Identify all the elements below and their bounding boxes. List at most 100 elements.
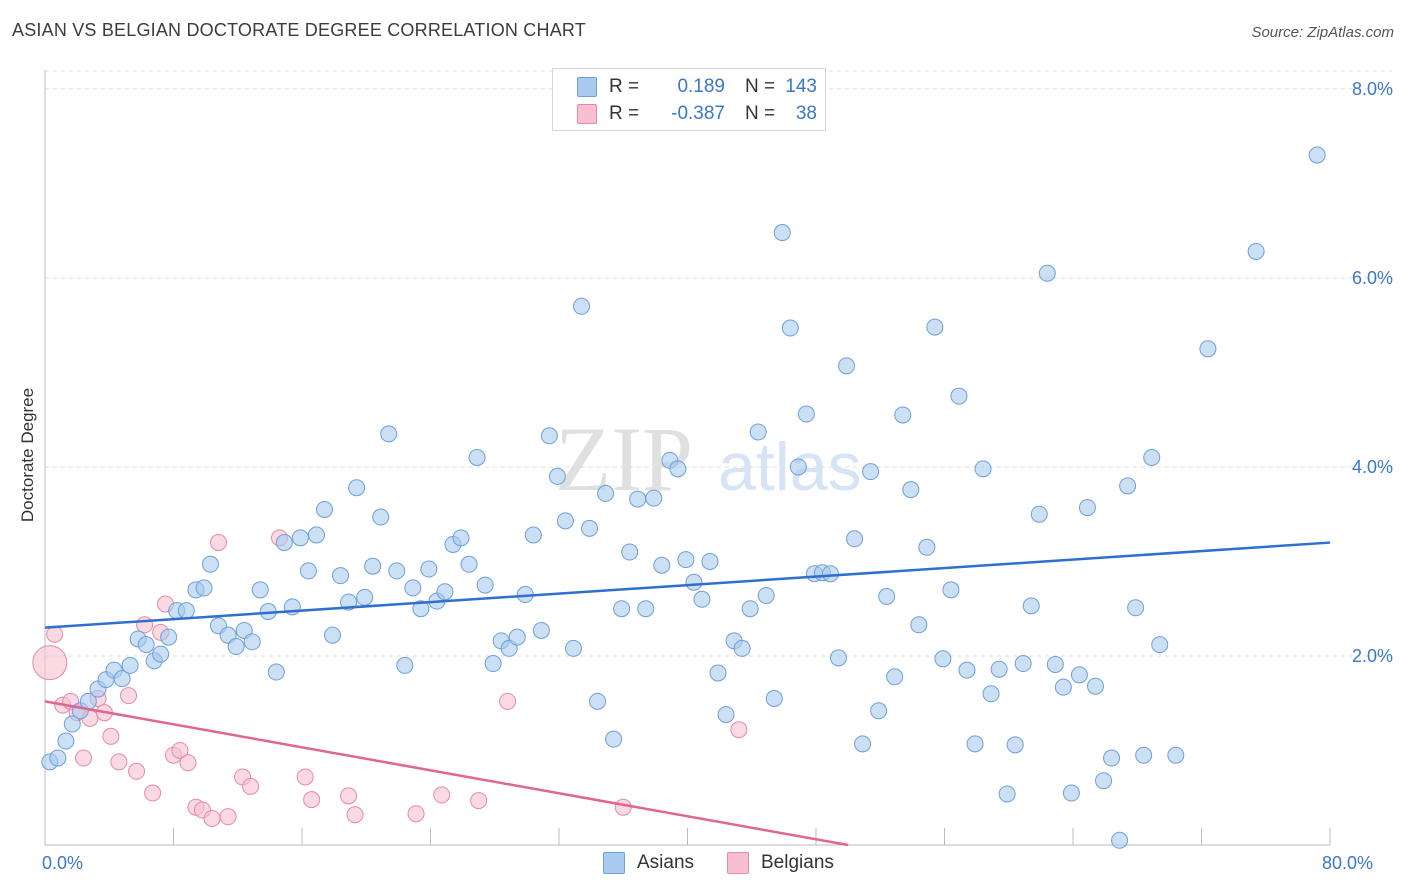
r-value: 0.189 (677, 76, 725, 97)
asian-point (878, 587, 896, 605)
asian-point (821, 565, 839, 583)
asian-point (315, 500, 333, 518)
asian-point (160, 628, 178, 646)
belgian-point (171, 741, 189, 759)
asian-point (388, 562, 406, 580)
asian-point (958, 661, 976, 679)
asian-point (942, 581, 960, 599)
n-value: 143 (785, 76, 817, 97)
asian-point (476, 576, 494, 594)
asian-point (773, 224, 791, 242)
asian-point (950, 387, 968, 405)
asian-point (291, 529, 309, 547)
asian-point (701, 552, 719, 570)
asian-point (396, 656, 414, 674)
asian-point (717, 706, 735, 724)
y-tick-label: 6.0% (1352, 268, 1393, 288)
asian-point (532, 621, 550, 639)
legend-item-asians[interactable]: Asians (603, 852, 694, 874)
stats-row-belgians: R = -0.387 N = 38 (577, 102, 817, 126)
asian-point (356, 588, 374, 606)
asian-point (1070, 666, 1088, 684)
asian-point (902, 481, 920, 499)
asian-point (227, 638, 245, 656)
trend-lines (44, 541, 1331, 847)
asian-point (548, 467, 566, 485)
asian-point (645, 489, 663, 507)
asian-point (1062, 784, 1080, 802)
r-label: R = (609, 76, 640, 97)
asian-point (177, 602, 195, 620)
asian-point (307, 526, 325, 544)
asian-point (1111, 831, 1129, 849)
belgian-point (730, 721, 748, 739)
stats-legend: R = 0.189 N = 143 R = -0.387 N = 38 (552, 68, 826, 131)
asian-point (741, 600, 759, 618)
asian-point (838, 357, 856, 375)
asian-point (934, 650, 952, 668)
asian-point (267, 663, 285, 681)
source-credit: Source: ZipAtlas.com (1251, 24, 1394, 41)
asian-point (1046, 655, 1064, 673)
stats-row-asians: R = 0.189 N = 143 (577, 75, 817, 99)
belgians-trend-line (44, 700, 849, 847)
belgian-point (110, 753, 128, 771)
asian-point (605, 730, 623, 748)
belgian-point (203, 810, 221, 828)
watermark-atlas: atlas (718, 429, 862, 505)
asian-point (324, 626, 342, 644)
asian-point (1247, 242, 1265, 260)
asian-point (348, 479, 366, 497)
asian-point (452, 529, 470, 547)
asian-point (613, 600, 631, 618)
asian-point (990, 660, 1008, 678)
asian-point (195, 579, 213, 597)
asian-point (910, 616, 928, 634)
asian-point (733, 639, 751, 657)
belgian-point (32, 645, 68, 681)
asian-point (846, 530, 864, 548)
asian-point (564, 639, 582, 657)
legend-item-belgians[interactable]: Belgians (727, 852, 834, 874)
asian-point (789, 458, 807, 476)
belgian-point (209, 534, 227, 552)
asian-point (364, 557, 382, 575)
asian-point (524, 526, 542, 544)
asian-point (998, 785, 1016, 803)
asian-point (757, 586, 775, 604)
belgian-point (75, 749, 93, 767)
asian-point (1103, 749, 1121, 767)
asian-point (629, 490, 647, 508)
y-tick-label: 2.0% (1352, 646, 1393, 666)
grid-layer (45, 70, 1392, 657)
n-label: N = (745, 103, 776, 124)
asian-point (243, 633, 261, 651)
belgian-point (219, 808, 237, 826)
asian-point (1095, 772, 1113, 790)
asian-point (974, 460, 992, 478)
belgian-point (242, 777, 260, 795)
n-value: 38 (795, 103, 817, 124)
x-tick-label-max: 80.0% (1322, 853, 1374, 873)
belgian-point (128, 762, 146, 780)
asian-point (436, 583, 454, 601)
legend-label-asians: Asians (637, 852, 695, 873)
belgian-point (303, 791, 321, 809)
asian-point (870, 702, 888, 720)
belgian-point (296, 768, 314, 786)
asian-point (982, 685, 1000, 703)
asian-point (251, 581, 269, 599)
asian-point (886, 668, 904, 686)
asian-point (1151, 636, 1169, 654)
asian-point (508, 628, 526, 646)
asian-point (1054, 678, 1072, 696)
r-value: -0.387 (671, 103, 725, 124)
asian-point (621, 543, 639, 561)
belgians-legend-swatch (727, 852, 749, 874)
asian-point (380, 425, 398, 443)
asian-point (1022, 597, 1040, 615)
asian-point (275, 534, 293, 552)
asian-point (677, 551, 695, 569)
legend-label-belgians: Belgians (761, 852, 834, 873)
